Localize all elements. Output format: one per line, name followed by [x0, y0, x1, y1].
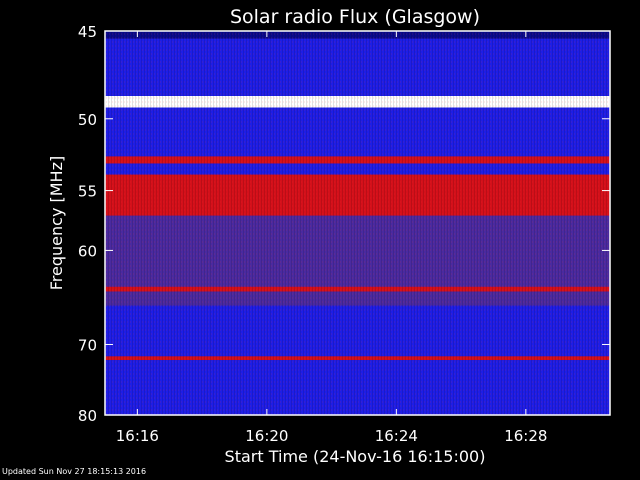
- y-tick-label: 45: [78, 23, 97, 41]
- x-tick-label: 16:20: [245, 427, 288, 445]
- y-tick-label: 60: [78, 242, 97, 260]
- x-axis-label: Start Time (24-Nov-16 16:15:00): [225, 447, 486, 466]
- x-tick-label: 16:28: [504, 427, 547, 445]
- y-tick-label: 55: [78, 183, 97, 201]
- y-tick-label: 70: [78, 336, 97, 354]
- axes: 16:16 16:20 16:24 16:28 45 50 55 60 70 80: [78, 23, 610, 445]
- y-axis-label: Frequency [MHz]: [47, 156, 66, 290]
- noise-texture: [105, 31, 610, 415]
- x-tick-label: 16:16: [116, 427, 159, 445]
- plot-frame: [104, 30, 611, 416]
- y-tick-label: 50: [78, 111, 97, 129]
- updated-timestamp: Updated Sun Nov 27 18:15:13 2016: [2, 467, 147, 476]
- x-tick-label: 16:24: [375, 427, 418, 445]
- y-tick-label: 80: [78, 407, 97, 425]
- plot-area: [105, 31, 610, 415]
- chart-title: Solar radio Flux (Glasgow): [230, 6, 480, 28]
